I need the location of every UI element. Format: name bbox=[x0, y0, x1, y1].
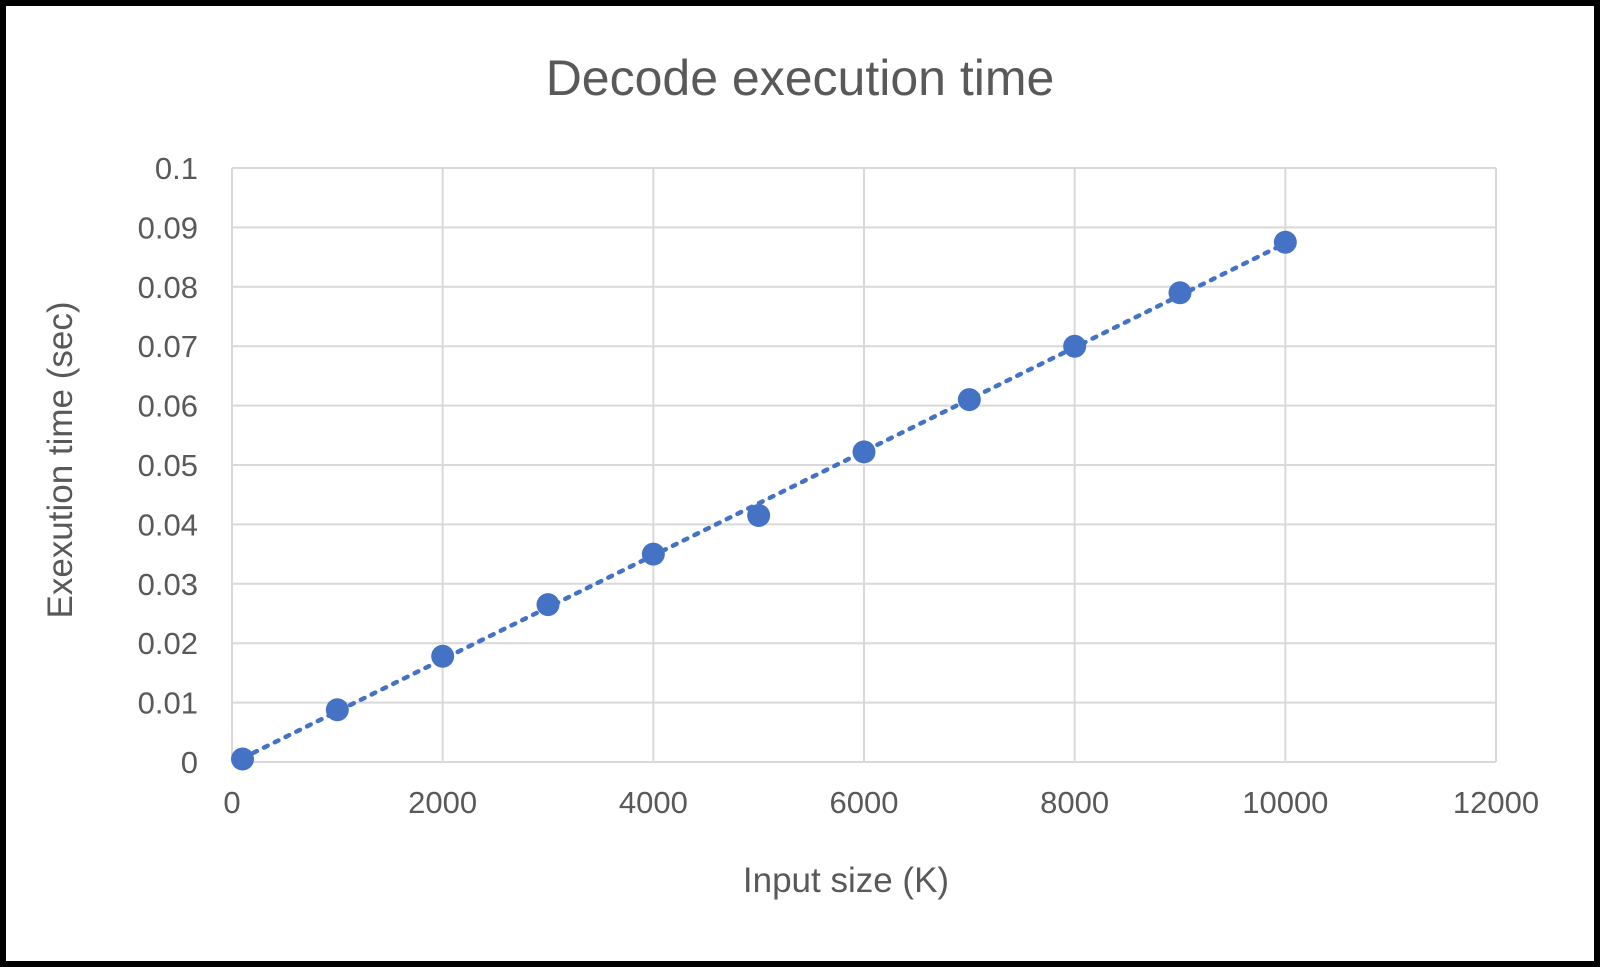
data-point bbox=[641, 542, 665, 566]
x-tick-label: 0 bbox=[223, 785, 240, 820]
y-axis-label: Exexution time (sec) bbox=[41, 301, 80, 618]
y-tick-label: 0.1 bbox=[155, 151, 198, 186]
x-tick-label: 8000 bbox=[1040, 785, 1109, 820]
data-point bbox=[536, 593, 560, 617]
y-tick-label: 0 bbox=[181, 745, 198, 780]
x-tick-label: 12000 bbox=[1453, 785, 1539, 820]
data-point bbox=[852, 440, 876, 464]
gridlines bbox=[231, 167, 1497, 763]
y-tick-label: 0.01 bbox=[138, 686, 198, 721]
trendline bbox=[240, 241, 1288, 761]
y-tick-label: 0.08 bbox=[138, 270, 198, 305]
data-point bbox=[1063, 334, 1087, 358]
data-point bbox=[747, 503, 771, 527]
y-axis-ticks: 0 0.01 0.02 0.03 0.04 0.05 0.06 0.07 0.08 0.09 0.1 bbox=[138, 151, 198, 780]
data-point bbox=[1168, 281, 1192, 305]
y-tick-label: 0.05 bbox=[138, 448, 198, 483]
data-point bbox=[325, 698, 349, 722]
x-axis-ticks: 0 2000 4000 6000 8000 10000 12000 bbox=[223, 785, 1539, 820]
x-tick-label: 10000 bbox=[1242, 785, 1328, 820]
data-point bbox=[231, 747, 255, 771]
y-tick-label: 0.03 bbox=[138, 567, 198, 602]
chart-title: Decode execution time bbox=[546, 50, 1055, 106]
x-tick-label: 6000 bbox=[830, 785, 899, 820]
data-point bbox=[957, 388, 981, 412]
data-point bbox=[431, 644, 455, 668]
data-points bbox=[231, 230, 1297, 771]
y-tick-label: 0.07 bbox=[138, 329, 198, 364]
x-tick-label: 2000 bbox=[408, 785, 477, 820]
x-axis-label: Input size (K) bbox=[743, 861, 949, 900]
data-point bbox=[1273, 230, 1297, 254]
trendline-line bbox=[240, 241, 1288, 761]
x-tick-label: 4000 bbox=[619, 785, 688, 820]
y-tick-label: 0.06 bbox=[138, 389, 198, 424]
y-tick-label: 0.04 bbox=[138, 507, 198, 542]
y-tick-label: 0.02 bbox=[138, 626, 198, 661]
y-tick-label: 0.09 bbox=[138, 210, 198, 245]
chart-frame bbox=[6, 6, 1594, 961]
